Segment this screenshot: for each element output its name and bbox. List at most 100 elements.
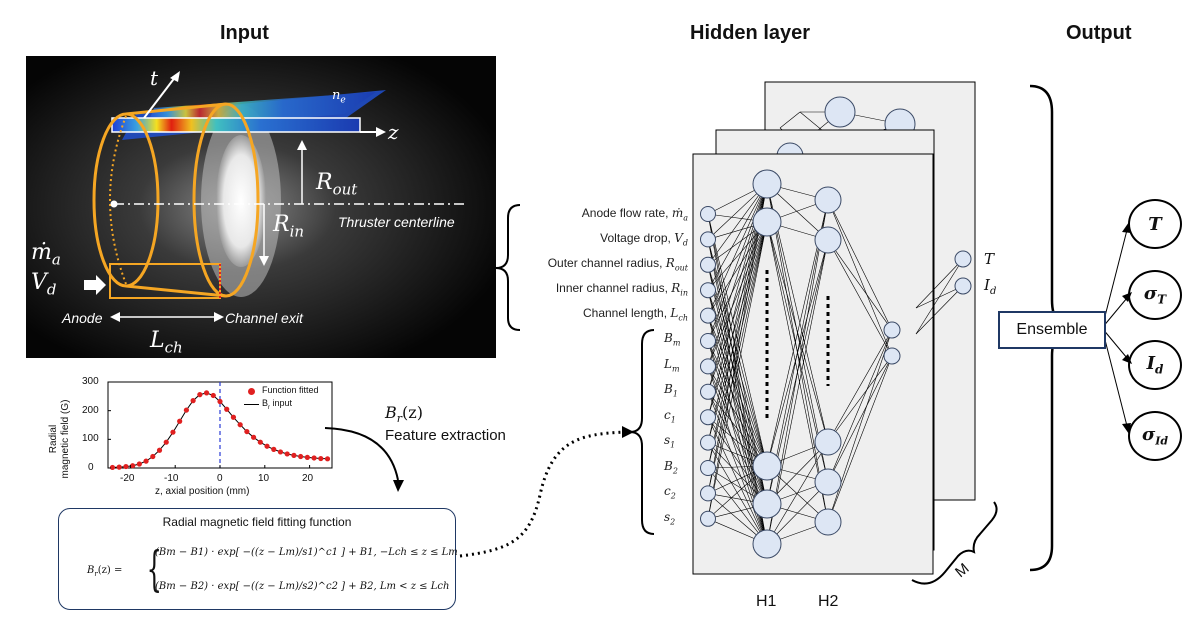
chart-point [203,390,210,396]
fitting-case-1: (Bm − B1) · exp[ −((z − Lm)/s1)^c1 ] + B… [155,547,458,558]
feature-labels-top: Anode flow rate, ṁa Voltage drop, Vd Out… [510,206,688,331]
chart-xtick-m10: -10 [164,473,179,484]
network-connection [915,285,964,335]
feature-outer-radius: Outer channel radius, Rout [547,256,688,273]
h2-node [814,508,842,536]
input-node [700,383,716,400]
channel-length-label: Lch [150,328,183,357]
chart-point [311,455,317,461]
network-connection [707,183,768,265]
voltage-label: Vd [31,270,57,299]
network-connection [707,221,768,316]
chart-point [264,443,270,449]
output-sigma-t: σT [1128,270,1182,320]
z-axis-label: z [388,120,399,144]
anode-label: Anode [62,310,103,326]
feature-channel-length: Channel length, Lch [582,306,688,323]
network-connection [915,258,964,335]
input-node [700,307,716,324]
input-node [700,333,716,349]
chart-point [271,446,277,452]
network-connection [827,329,893,443]
network-connection [707,221,768,519]
network-connection [707,391,768,505]
network-connection [707,340,768,505]
chart-point [163,439,169,445]
legend-fitted-label: Function fitted [262,385,319,395]
chart-point [224,406,230,412]
chart-point [143,458,149,464]
fitting-function-box: Radial magnetic field fitting function B… [58,508,458,610]
chart-point [109,464,116,471]
output-header: Output [1066,22,1132,44]
network-connection [707,366,768,505]
chart-point [291,452,297,458]
chart-xlabel: z, axial position (mm) [155,486,250,497]
network-connection [707,221,768,418]
feature-b1: B1 [664,382,678,399]
network-connection [707,221,768,392]
network-connection [827,355,893,483]
chart-point [284,451,290,457]
input-node [700,510,716,527]
network-connection [707,264,768,467]
network-connection [766,239,829,545]
network-connection [766,441,829,545]
ensemble-label: Ensemble [1016,321,1088,338]
network-connection [707,442,768,545]
chart-point [298,453,304,460]
feature-c2: c2 [664,484,676,501]
h2-node [814,186,842,214]
chart-point [136,461,142,467]
net-output-t: T [984,250,995,268]
centerline-label: Thruster centerline [338,214,455,230]
chart-ytick-100: 100 [82,433,99,444]
chart-point [116,464,122,470]
network-connection [766,199,829,545]
network-connection [827,239,893,331]
br-z-label: Br(z) [385,403,423,426]
input-node [700,358,716,375]
input-node [700,460,716,476]
feature-extraction-label: Feature extraction [385,427,506,444]
feature-b2: B2 [664,458,678,475]
network-connection [707,366,768,467]
chart-point [324,456,331,462]
chart-ytick-0: 0 [88,462,94,473]
network-connection [827,199,893,357]
network-panel-front [692,153,972,575]
chart-ytick-300: 300 [82,376,99,387]
chart-point [130,463,136,469]
network-connection [707,221,768,367]
input-header: Input [220,22,269,44]
network-connection [707,221,768,443]
ne-label: ne [332,88,346,106]
legend-input-label: Br input [262,398,293,411]
input-node [700,485,716,502]
fitting-case-2: (Bm − B2) · exp[ −((z − Lm)/s2)^c2 ] + B… [155,581,450,592]
input-node [700,256,716,273]
feature-s2: s2 [664,509,676,526]
network-connection [827,355,893,523]
input-node [700,409,716,426]
chart-point [210,392,216,399]
chart-xtick-m20: -20 [120,473,135,484]
fitting-function-title: Radial magnetic field fitting function [162,515,352,529]
feature-lm: Lm [664,356,680,373]
network-connection [707,183,768,494]
br-chart [107,381,333,471]
chart-xtick-10: 10 [258,473,270,484]
chart-point [183,407,189,413]
input-node [700,206,716,222]
h2-node [814,226,842,254]
ensemble-box: Ensemble [998,311,1106,349]
network-connection [779,111,801,129]
chart-point [237,422,243,428]
network-connection [707,290,768,467]
feature-s1: s1 [664,433,676,450]
network-connection [707,183,768,291]
h1-node [752,451,782,481]
chart-point [257,439,263,445]
front-output-node [883,347,901,365]
chart-point [251,434,257,440]
